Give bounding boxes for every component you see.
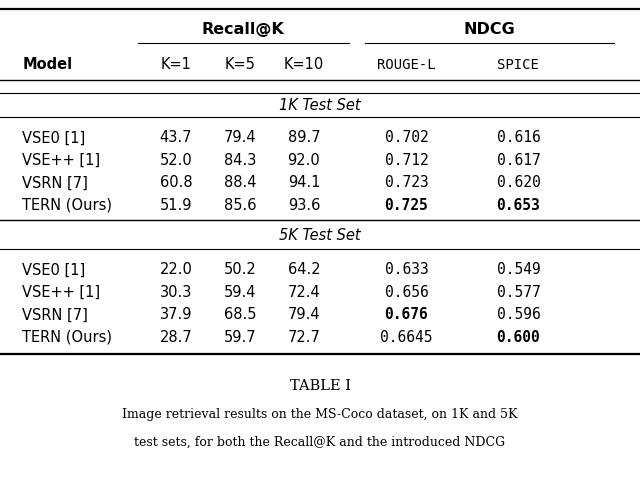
Text: 88.4: 88.4 — [224, 175, 256, 190]
Text: 94.1: 94.1 — [288, 175, 320, 190]
Text: 72.7: 72.7 — [287, 329, 321, 344]
Text: Model: Model — [22, 57, 72, 72]
Text: 59.4: 59.4 — [224, 285, 256, 299]
Text: 93.6: 93.6 — [288, 198, 320, 212]
Text: 0.549: 0.549 — [497, 262, 540, 277]
Text: 0.653: 0.653 — [497, 198, 540, 212]
Text: 0.577: 0.577 — [497, 285, 540, 299]
Text: K=10: K=10 — [284, 57, 324, 72]
Text: 79.4: 79.4 — [224, 130, 256, 145]
Text: 5K Test Set: 5K Test Set — [279, 228, 361, 243]
Text: 50.2: 50.2 — [223, 262, 257, 277]
Text: Image retrieval results on the MS-Coco dataset, on 1K and 5K: Image retrieval results on the MS-Coco d… — [122, 407, 518, 420]
Text: 0.656: 0.656 — [385, 285, 428, 299]
Text: VSRN [7]: VSRN [7] — [22, 175, 88, 190]
Text: 72.4: 72.4 — [287, 285, 321, 299]
Text: 28.7: 28.7 — [159, 329, 193, 344]
Text: 0.712: 0.712 — [385, 153, 428, 167]
Text: 59.7: 59.7 — [224, 329, 256, 344]
Text: TERN (Ours): TERN (Ours) — [22, 329, 113, 344]
Text: 85.6: 85.6 — [224, 198, 256, 212]
Text: 37.9: 37.9 — [160, 307, 192, 322]
Text: VSRN [7]: VSRN [7] — [22, 307, 88, 322]
Text: 0.702: 0.702 — [385, 130, 428, 145]
Text: 51.9: 51.9 — [160, 198, 192, 212]
Text: 0.633: 0.633 — [385, 262, 428, 277]
Text: 22.0: 22.0 — [159, 262, 193, 277]
Text: TABLE I: TABLE I — [289, 379, 351, 392]
Text: 43.7: 43.7 — [160, 130, 192, 145]
Text: VSE0 [1]: VSE0 [1] — [22, 130, 86, 145]
Text: 84.3: 84.3 — [224, 153, 256, 167]
Text: 0.617: 0.617 — [497, 153, 540, 167]
Text: VSE0 [1]: VSE0 [1] — [22, 262, 86, 277]
Text: 0.676: 0.676 — [385, 307, 428, 322]
Text: VSE++ [1]: VSE++ [1] — [22, 285, 100, 299]
Text: K=1: K=1 — [161, 57, 191, 72]
Text: 0.596: 0.596 — [497, 307, 540, 322]
Text: ROUGE-L: ROUGE-L — [377, 58, 436, 71]
Text: 0.600: 0.600 — [497, 329, 540, 344]
Text: 89.7: 89.7 — [288, 130, 320, 145]
Text: 0.620: 0.620 — [497, 175, 540, 190]
Text: VSE++ [1]: VSE++ [1] — [22, 153, 100, 167]
Text: 0.616: 0.616 — [497, 130, 540, 145]
Text: Recall@K: Recall@K — [202, 22, 285, 37]
Text: 0.6645: 0.6645 — [380, 329, 433, 344]
Text: SPICE: SPICE — [497, 58, 540, 71]
Text: 52.0: 52.0 — [159, 153, 193, 167]
Text: 60.8: 60.8 — [160, 175, 192, 190]
Text: test sets, for both the Recall@K and the introduced NDCG: test sets, for both the Recall@K and the… — [134, 435, 506, 448]
Text: 79.4: 79.4 — [288, 307, 320, 322]
Text: K=5: K=5 — [225, 57, 255, 72]
Text: NDCG: NDCG — [464, 22, 515, 37]
Text: 92.0: 92.0 — [287, 153, 321, 167]
Text: 68.5: 68.5 — [224, 307, 256, 322]
Text: TERN (Ours): TERN (Ours) — [22, 198, 113, 212]
Text: 64.2: 64.2 — [288, 262, 320, 277]
Text: 0.723: 0.723 — [385, 175, 428, 190]
Text: 1K Test Set: 1K Test Set — [279, 98, 361, 112]
Text: 30.3: 30.3 — [160, 285, 192, 299]
Text: 0.725: 0.725 — [385, 198, 428, 212]
